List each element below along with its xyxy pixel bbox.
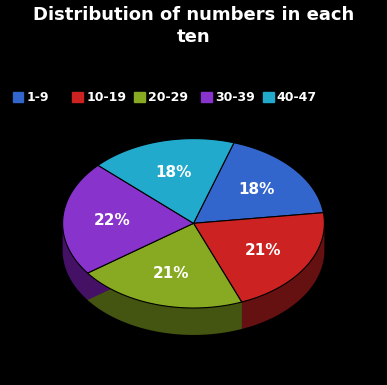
Polygon shape [87,223,194,300]
Text: Distribution of numbers in each
ten: Distribution of numbers in each ten [33,6,354,46]
Text: 10-19: 10-19 [86,90,126,104]
Text: 18%: 18% [238,182,274,198]
Text: 40-47: 40-47 [277,90,317,104]
Text: 20-29: 20-29 [148,90,188,104]
Polygon shape [98,139,234,223]
Polygon shape [87,223,194,300]
Text: 22%: 22% [94,213,131,228]
Polygon shape [87,273,242,335]
Polygon shape [194,223,242,329]
Text: 30-39: 30-39 [215,90,255,104]
Polygon shape [194,143,324,223]
Text: 18%: 18% [155,165,192,180]
Polygon shape [194,223,242,329]
Bar [134,92,145,102]
Polygon shape [63,224,87,300]
Text: 1-9: 1-9 [26,90,49,104]
Text: 21%: 21% [152,266,189,281]
Polygon shape [194,213,324,302]
Bar [72,92,83,102]
Polygon shape [63,165,194,273]
Bar [201,92,212,102]
Bar [12,92,23,102]
Text: 21%: 21% [245,243,282,258]
Polygon shape [242,223,324,329]
Polygon shape [87,223,242,308]
Bar [263,92,274,102]
